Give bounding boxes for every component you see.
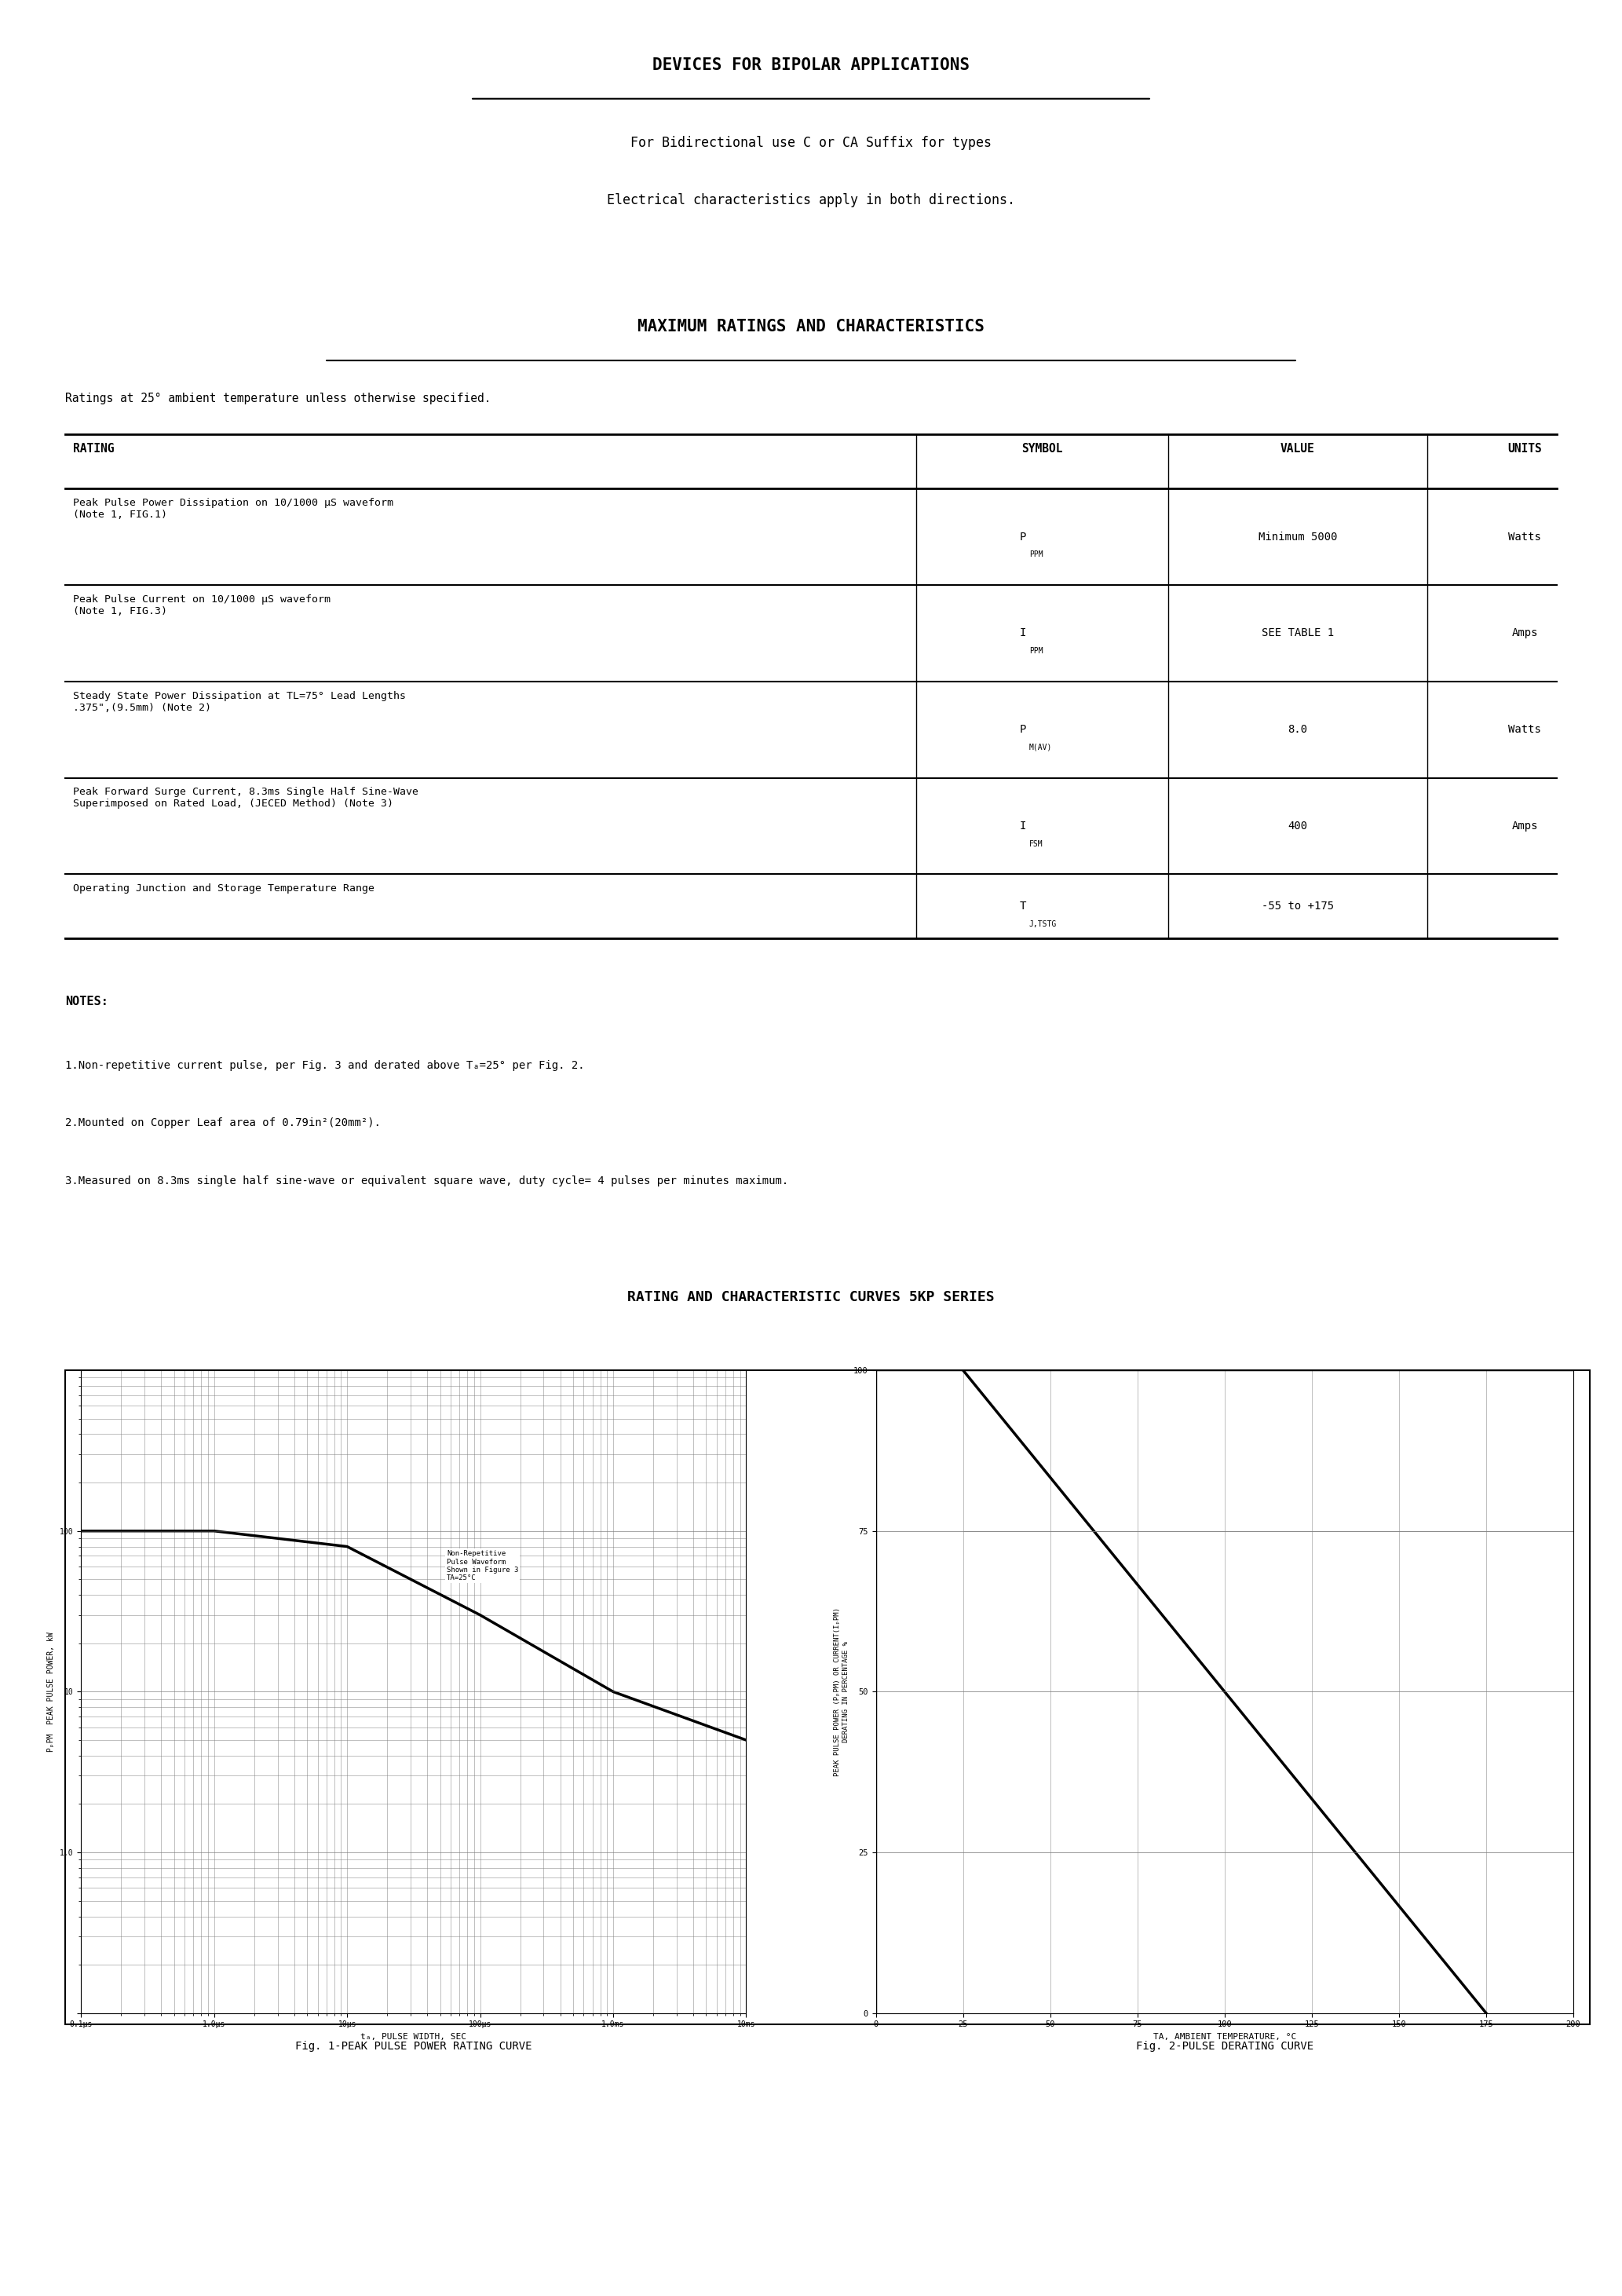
Text: Steady State Power Dissipation at TL=75° Lead Lengths
.375",(9.5mm) (Note 2): Steady State Power Dissipation at TL=75°… (73, 691, 406, 712)
Y-axis label: PₚPM  PEAK PULSE POWER, kW: PₚPM PEAK PULSE POWER, kW (47, 1632, 55, 1752)
Text: NOTES:: NOTES: (65, 996, 109, 1008)
Text: UNITS: UNITS (1507, 443, 1543, 455)
Text: PPM: PPM (1028, 647, 1043, 654)
Text: Watts: Watts (1508, 723, 1541, 735)
Text: DEVICES FOR BIPOLAR APPLICATIONS: DEVICES FOR BIPOLAR APPLICATIONS (652, 57, 970, 73)
Text: 3.Measured on 8.3ms single half sine-wave or equivalent square wave, duty cycle=: 3.Measured on 8.3ms single half sine-wav… (65, 1176, 788, 1187)
Text: Amps: Amps (1512, 627, 1538, 638)
Text: 1.Non-repetitive current pulse, per Fig. 3 and derated above Tₐ=25° per Fig. 2.: 1.Non-repetitive current pulse, per Fig.… (65, 1061, 584, 1072)
Text: Fig. 2-PULSE DERATING CURVE: Fig. 2-PULSE DERATING CURVE (1135, 2041, 1314, 2053)
Text: I: I (1019, 820, 1025, 831)
Text: RATING: RATING (73, 443, 114, 455)
Text: VALUE: VALUE (1280, 443, 1315, 455)
Text: 8.0: 8.0 (1288, 723, 1307, 735)
Text: PPM: PPM (1028, 551, 1043, 558)
Text: P: P (1019, 723, 1025, 735)
Text: Peak Pulse Power Dissipation on 10/1000 µS waveform
(Note 1, FIG.1): Peak Pulse Power Dissipation on 10/1000 … (73, 498, 393, 519)
Text: J,TSTG: J,TSTG (1028, 921, 1058, 928)
Text: RATING AND CHARACTERISTIC CURVES 5KP SERIES: RATING AND CHARACTERISTIC CURVES 5KP SER… (628, 1290, 994, 1304)
Text: 2.Mounted on Copper Leaf area of 0.79in²(20mm²).: 2.Mounted on Copper Leaf area of 0.79in²… (65, 1118, 381, 1130)
Text: Amps: Amps (1512, 820, 1538, 831)
Text: FSM: FSM (1028, 840, 1043, 847)
Text: Electrical characteristics apply in both directions.: Electrical characteristics apply in both… (607, 193, 1015, 207)
Text: SEE TABLE 1: SEE TABLE 1 (1262, 627, 1333, 638)
Text: Fig. 1-PEAK PULSE POWER RATING CURVE: Fig. 1-PEAK PULSE POWER RATING CURVE (295, 2041, 532, 2053)
Text: Peak Forward Surge Current, 8.3ms Single Half Sine-Wave
Superimposed on Rated Lo: Peak Forward Surge Current, 8.3ms Single… (73, 788, 418, 808)
X-axis label: tₐ, PULSE WIDTH, SEC: tₐ, PULSE WIDTH, SEC (360, 2032, 467, 2041)
Text: 400: 400 (1288, 820, 1307, 831)
Y-axis label: PEAK PULSE POWER (PₚPM) OR CURRENT(IₚPM)
DERATING IN PERCENTAGE %: PEAK PULSE POWER (PₚPM) OR CURRENT(IₚPM)… (834, 1607, 850, 1777)
Text: Operating Junction and Storage Temperature Range: Operating Junction and Storage Temperatu… (73, 884, 375, 893)
Text: T: T (1019, 900, 1025, 912)
Text: -55 to +175: -55 to +175 (1262, 900, 1333, 912)
Text: Minimum 5000: Minimum 5000 (1259, 530, 1337, 542)
Text: Ratings at 25° ambient temperature unless otherwise specified.: Ratings at 25° ambient temperature unles… (65, 393, 491, 404)
X-axis label: TA, AMBIENT TEMPERATURE, °C: TA, AMBIENT TEMPERATURE, °C (1153, 2032, 1296, 2041)
Text: I: I (1019, 627, 1025, 638)
Text: Peak Pulse Current on 10/1000 µS waveform
(Note 1, FIG.3): Peak Pulse Current on 10/1000 µS wavefor… (73, 595, 331, 615)
Text: P: P (1019, 530, 1025, 542)
Text: For Bidirectional use C or CA Suffix for types: For Bidirectional use C or CA Suffix for… (631, 135, 991, 149)
Text: M(AV): M(AV) (1028, 744, 1053, 751)
Text: MAXIMUM RATINGS AND CHARACTERISTICS: MAXIMUM RATINGS AND CHARACTERISTICS (637, 319, 985, 335)
Text: Watts: Watts (1508, 530, 1541, 542)
Text: Non-Repetitive
Pulse Waveform
Shown in Figure 3
TA=25°C: Non-Repetitive Pulse Waveform Shown in F… (448, 1550, 519, 1582)
Text: SYMBOL: SYMBOL (1022, 443, 1062, 455)
